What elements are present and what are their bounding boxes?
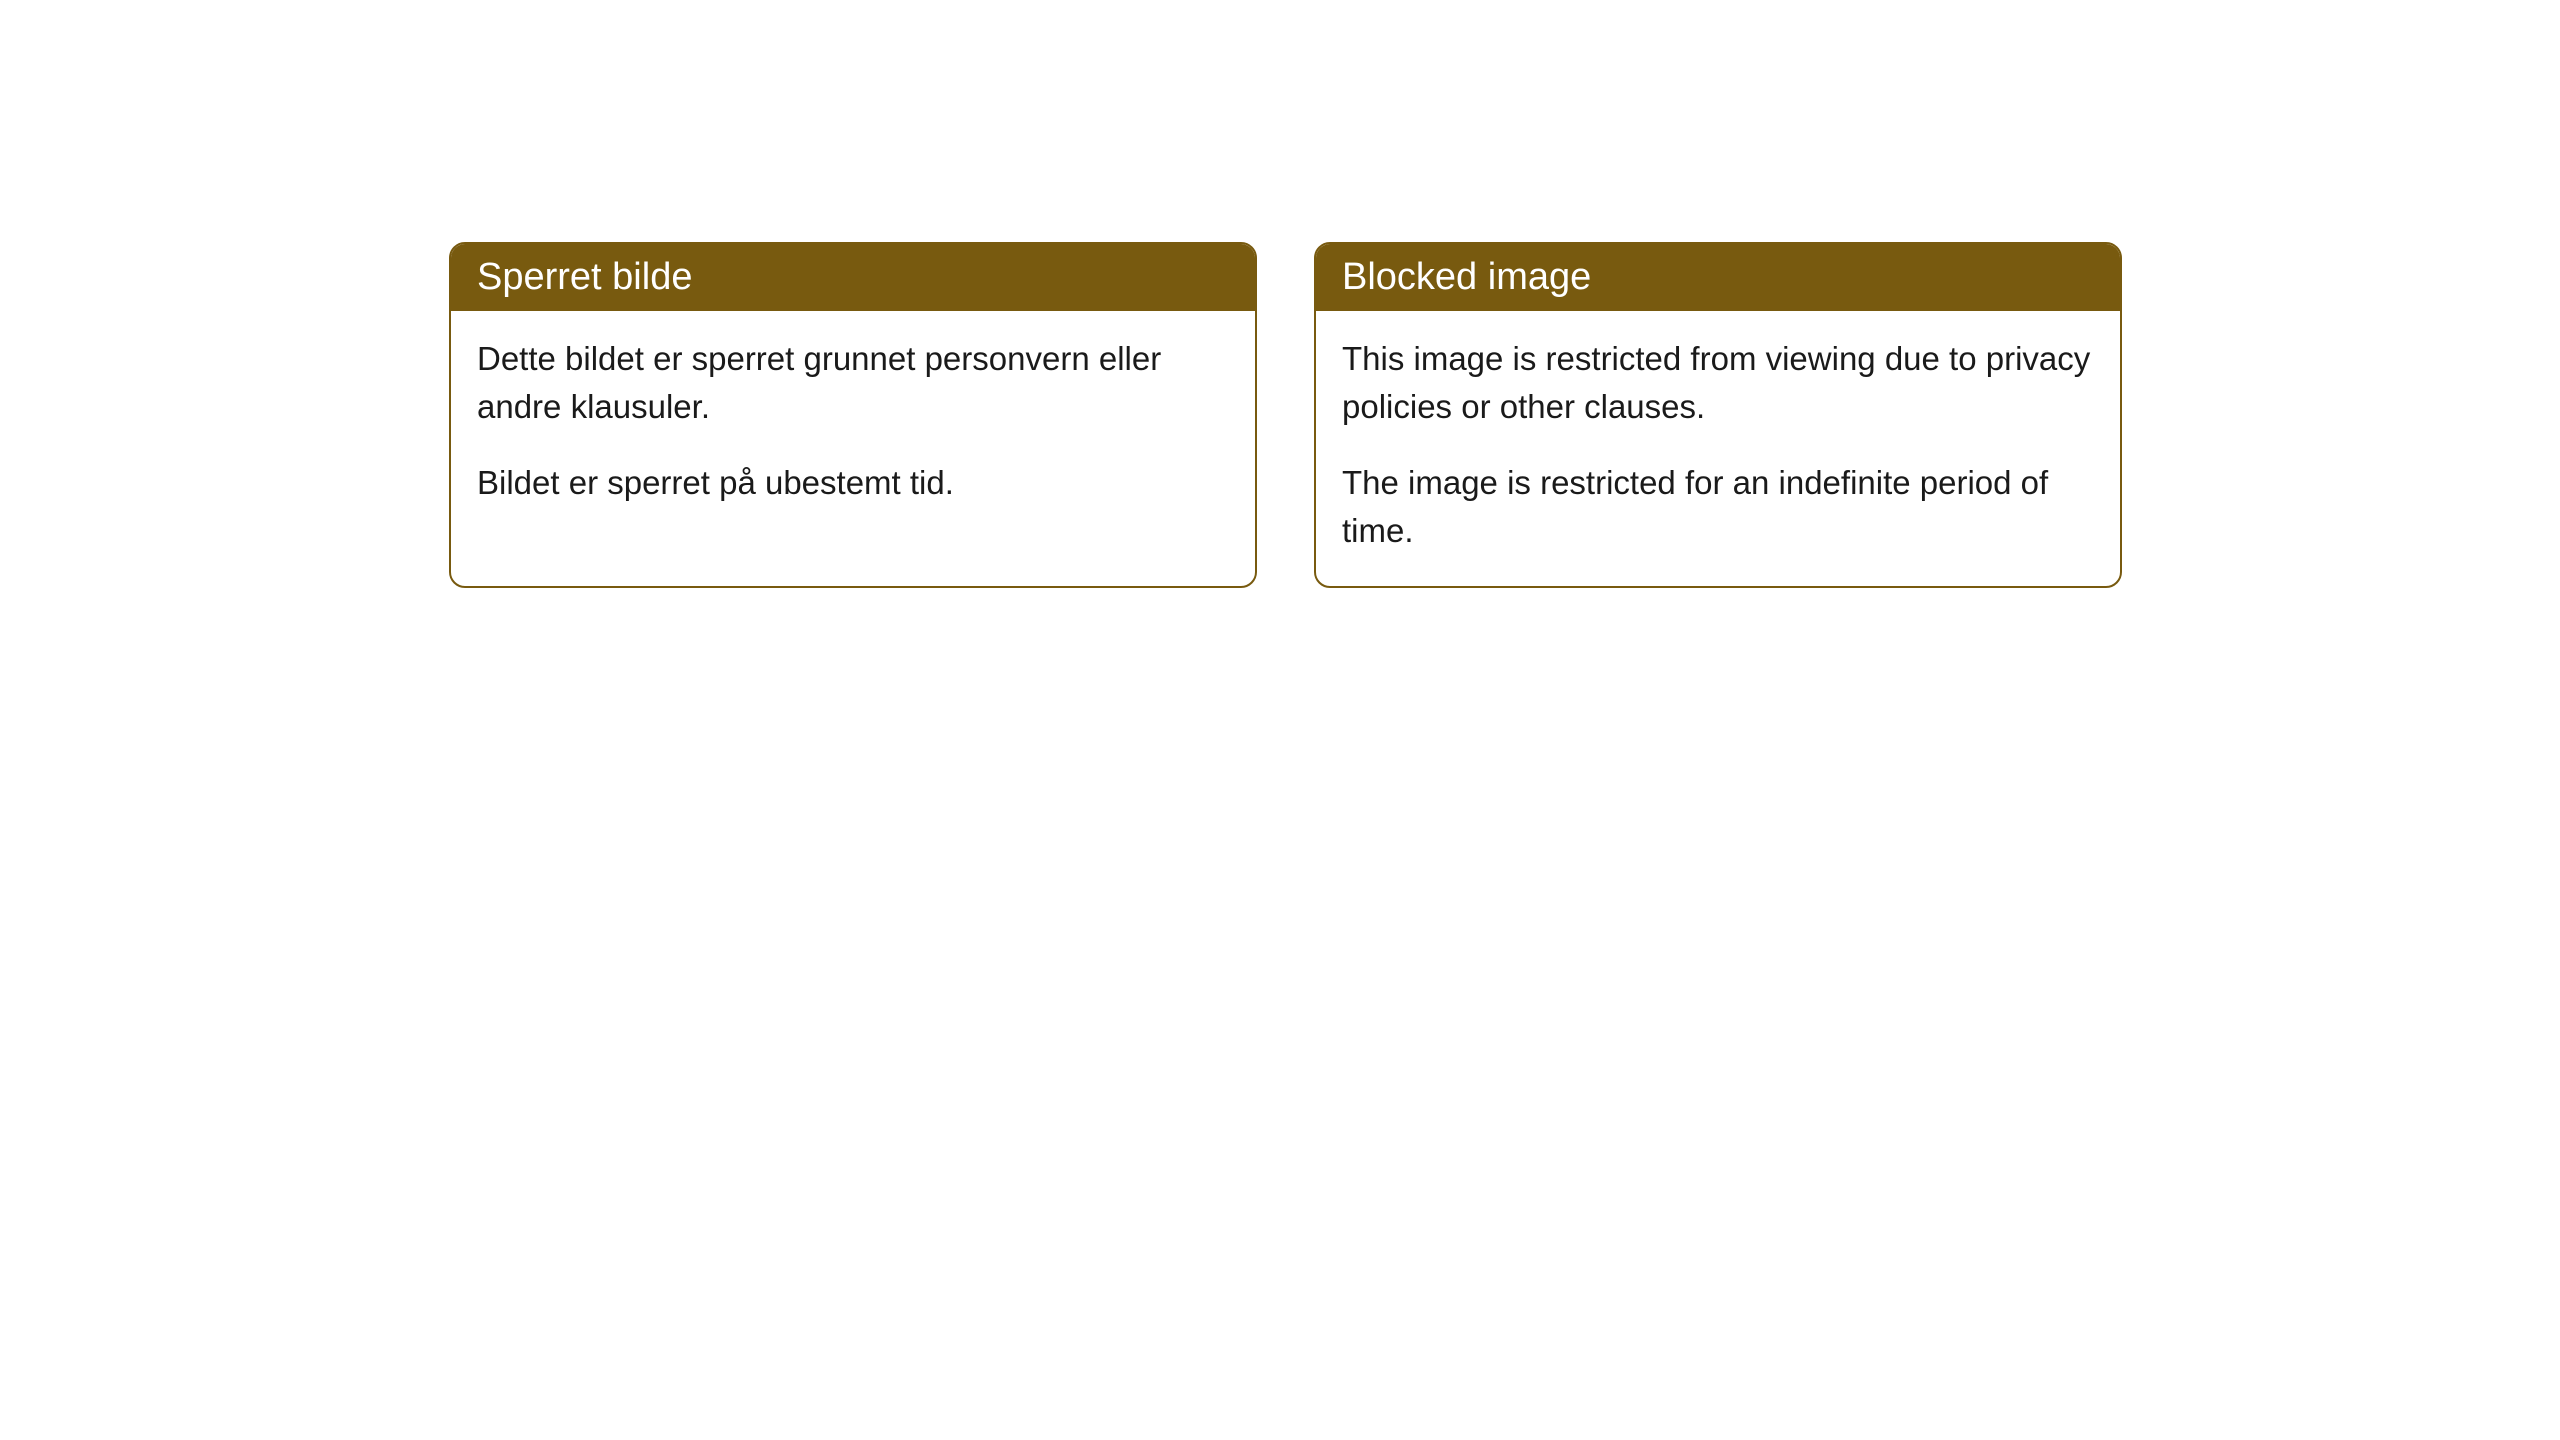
card-paragraph-1-en: This image is restricted from viewing du… (1342, 335, 2094, 431)
card-body-no: Dette bildet er sperret grunnet personve… (451, 311, 1255, 539)
card-paragraph-2-en: The image is restricted for an indefinit… (1342, 459, 2094, 555)
notice-container: Sperret bilde Dette bildet er sperret gr… (0, 0, 2560, 588)
blocked-image-card-en: Blocked image This image is restricted f… (1314, 242, 2122, 588)
card-header-en: Blocked image (1316, 244, 2120, 311)
card-paragraph-1-no: Dette bildet er sperret grunnet personve… (477, 335, 1229, 431)
card-header-no: Sperret bilde (451, 244, 1255, 311)
card-paragraph-2-no: Bildet er sperret på ubestemt tid. (477, 459, 1229, 507)
card-body-en: This image is restricted from viewing du… (1316, 311, 2120, 586)
blocked-image-card-no: Sperret bilde Dette bildet er sperret gr… (449, 242, 1257, 588)
